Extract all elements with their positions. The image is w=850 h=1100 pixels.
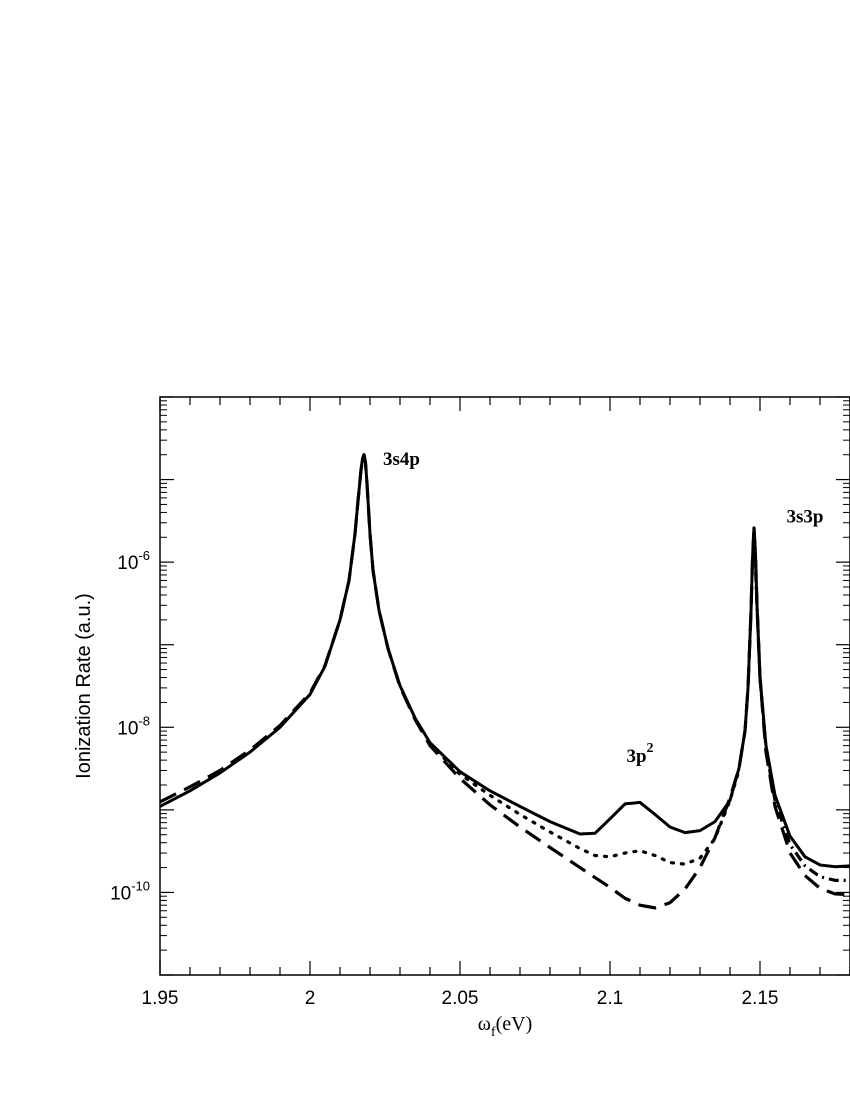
peak-annotation: 3p2 (626, 741, 653, 767)
y-tick-base: 10 (117, 553, 138, 574)
series-solid-line (160, 453, 850, 869)
series-dashed-line (160, 453, 850, 910)
x-axis-subscript: f (491, 1025, 496, 1040)
y-axis-label: Ionization Rate (a.u.) (73, 593, 95, 779)
x-axis-label: ωf(eV) (478, 1013, 532, 1040)
x-axis-unit: (eV) (496, 1013, 533, 1035)
axis-ticks (159, 396, 850, 976)
x-tick-label: 2.05 (442, 988, 479, 1009)
x-tick-label: 1.95 (142, 988, 179, 1009)
y-tick-exponent: -8 (138, 713, 150, 728)
x-tick-label: 2.1 (597, 988, 623, 1009)
series-dashdot-line (752, 527, 850, 882)
annotation-text: 3p (626, 746, 646, 767)
y-tick-label: 10-10 (110, 878, 150, 904)
y-tick-label: 10-6 (117, 548, 150, 574)
plot-frame (159, 396, 850, 976)
y-tick-label: 10-8 (117, 713, 150, 739)
x-tick-label: 2.15 (742, 988, 779, 1009)
y-tick-exponent: -10 (131, 878, 150, 893)
annotation-text: 3s3p (787, 507, 824, 528)
y-tick-exponent: -6 (138, 548, 150, 563)
x-axis-symbol: ω (478, 1013, 491, 1035)
peak-annotation: 3s3p (787, 507, 824, 528)
y-tick-base: 10 (110, 883, 131, 904)
annotation-superscript: 2 (647, 741, 654, 756)
y-tick-base: 10 (117, 718, 138, 739)
annotations: 3s4p 3s3p 3p2 (383, 449, 823, 767)
x-tick-label: 2 (305, 988, 316, 1009)
series-layer (160, 453, 850, 910)
annotation-text: 3s4p (383, 449, 420, 470)
peak-annotation: 3s4p (383, 449, 420, 470)
series-dotted-line (428, 742, 741, 866)
